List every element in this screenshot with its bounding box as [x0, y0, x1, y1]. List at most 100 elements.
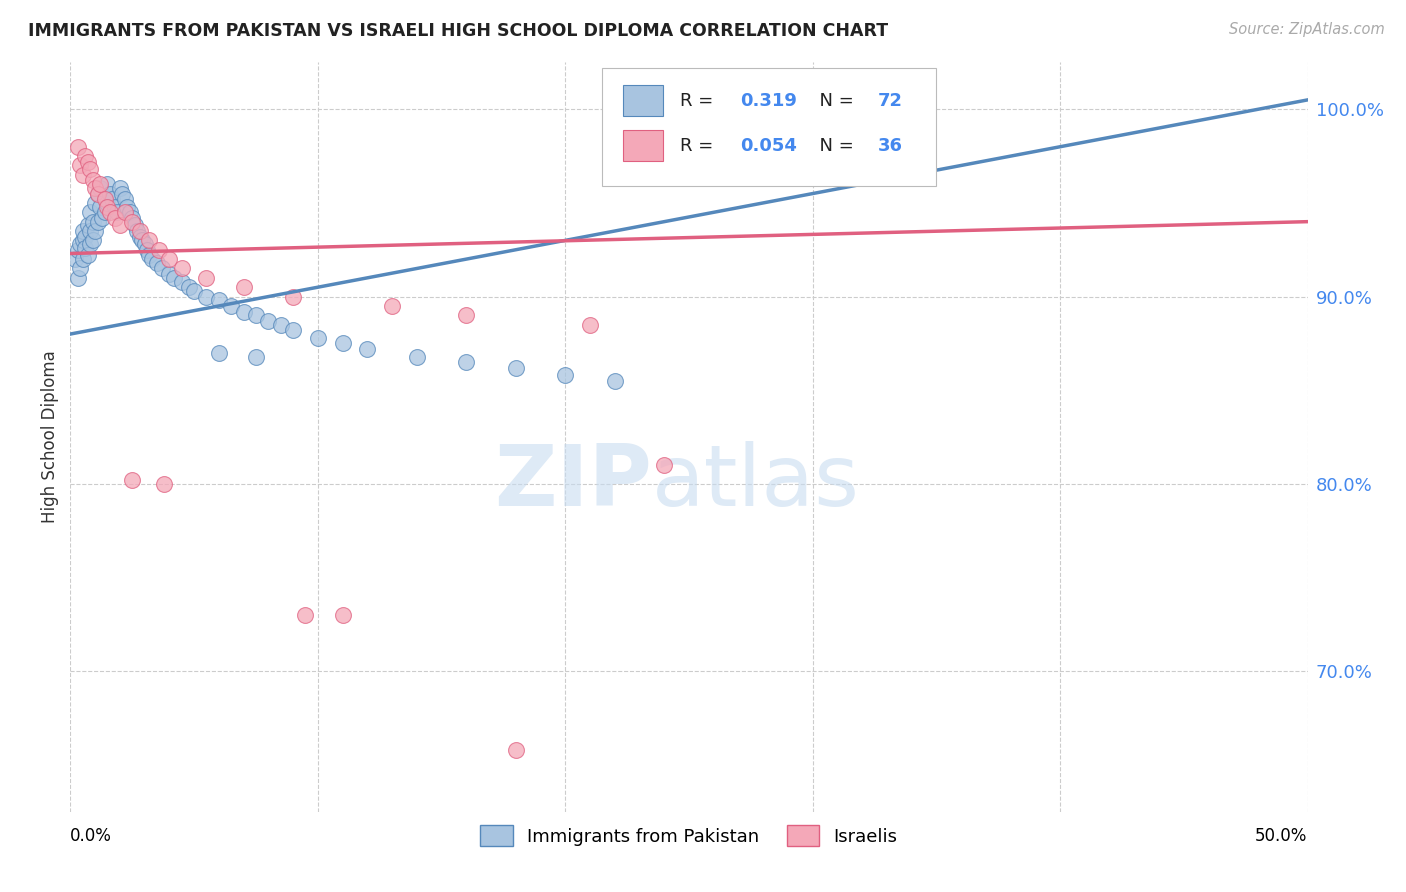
Point — [195, 289, 218, 303]
Point — [332, 336, 354, 351]
Point — [72, 168, 94, 182]
Point — [75, 241, 97, 255]
Point — [270, 318, 292, 332]
Point — [72, 233, 94, 247]
Point — [456, 355, 478, 369]
Point — [79, 237, 101, 252]
Point — [86, 214, 108, 228]
Point — [84, 181, 107, 195]
Point — [124, 219, 146, 233]
Point — [183, 284, 205, 298]
Point — [66, 139, 89, 153]
Point — [381, 299, 404, 313]
Point — [118, 205, 141, 219]
Point — [86, 186, 108, 201]
Text: R =: R = — [681, 136, 720, 154]
Point — [121, 473, 143, 487]
Point — [89, 177, 111, 191]
Point — [128, 229, 150, 244]
Text: 0.0%: 0.0% — [70, 827, 112, 845]
Point — [136, 243, 159, 257]
Point — [281, 289, 304, 303]
Text: 50.0%: 50.0% — [1256, 827, 1308, 845]
Point — [105, 205, 128, 219]
Point — [170, 275, 193, 289]
Point — [72, 252, 94, 266]
Point — [96, 195, 118, 210]
Bar — [623, 85, 664, 116]
Point — [245, 350, 267, 364]
Point — [108, 219, 131, 233]
Point — [69, 261, 91, 276]
Point — [84, 195, 107, 210]
Point — [307, 331, 329, 345]
Point — [94, 192, 117, 206]
Point — [127, 224, 149, 238]
Point — [76, 248, 98, 262]
Point — [86, 186, 108, 201]
Point — [208, 345, 231, 359]
Point — [98, 205, 121, 219]
Point — [163, 270, 186, 285]
Point — [108, 181, 131, 195]
Point — [111, 186, 134, 201]
Point — [79, 224, 101, 238]
Point — [79, 162, 101, 177]
Point — [827, 144, 849, 158]
Text: N =: N = — [807, 136, 859, 154]
Point — [208, 293, 231, 308]
Point — [554, 368, 576, 383]
Text: 72: 72 — [879, 92, 903, 110]
Point — [195, 270, 218, 285]
Point — [356, 342, 378, 356]
Point — [66, 243, 89, 257]
Point — [257, 314, 280, 328]
Point — [141, 252, 163, 266]
Point — [232, 304, 254, 318]
Point — [114, 205, 136, 219]
Point — [153, 476, 176, 491]
Point — [148, 243, 170, 257]
Point — [505, 360, 527, 375]
Point — [405, 350, 427, 364]
Point — [456, 308, 478, 322]
Point — [138, 248, 160, 262]
Point — [146, 256, 169, 270]
Point — [76, 154, 98, 169]
Point — [332, 607, 354, 622]
Point — [114, 192, 136, 206]
Point — [79, 205, 101, 219]
Point — [82, 214, 104, 228]
Point — [91, 211, 114, 225]
Point — [104, 200, 127, 214]
Text: IMMIGRANTS FROM PAKISTAN VS ISRAELI HIGH SCHOOL DIPLOMA CORRELATION CHART: IMMIGRANTS FROM PAKISTAN VS ISRAELI HIGH… — [28, 22, 889, 40]
Point — [652, 458, 675, 472]
Point — [134, 237, 156, 252]
Point — [157, 252, 180, 266]
Point — [232, 280, 254, 294]
Point — [94, 205, 117, 219]
Point — [69, 158, 91, 172]
Point — [889, 149, 911, 163]
Text: 0.054: 0.054 — [740, 136, 797, 154]
Point — [96, 200, 118, 214]
Point — [76, 219, 98, 233]
Point — [281, 323, 304, 337]
Text: ZIP: ZIP — [494, 441, 652, 524]
Point — [75, 149, 97, 163]
FancyBboxPatch shape — [602, 68, 936, 186]
Point — [294, 607, 316, 622]
Point — [138, 233, 160, 247]
Point — [89, 181, 111, 195]
Legend: Immigrants from Pakistan, Israelis: Immigrants from Pakistan, Israelis — [471, 816, 907, 855]
Point — [121, 214, 143, 228]
Text: atlas: atlas — [652, 441, 860, 524]
Point — [219, 299, 242, 313]
Point — [157, 267, 180, 281]
Point — [579, 318, 602, 332]
Point — [69, 237, 91, 252]
Text: 0.319: 0.319 — [740, 92, 797, 110]
Bar — [623, 130, 664, 161]
Point — [89, 200, 111, 214]
Text: N =: N = — [807, 92, 859, 110]
